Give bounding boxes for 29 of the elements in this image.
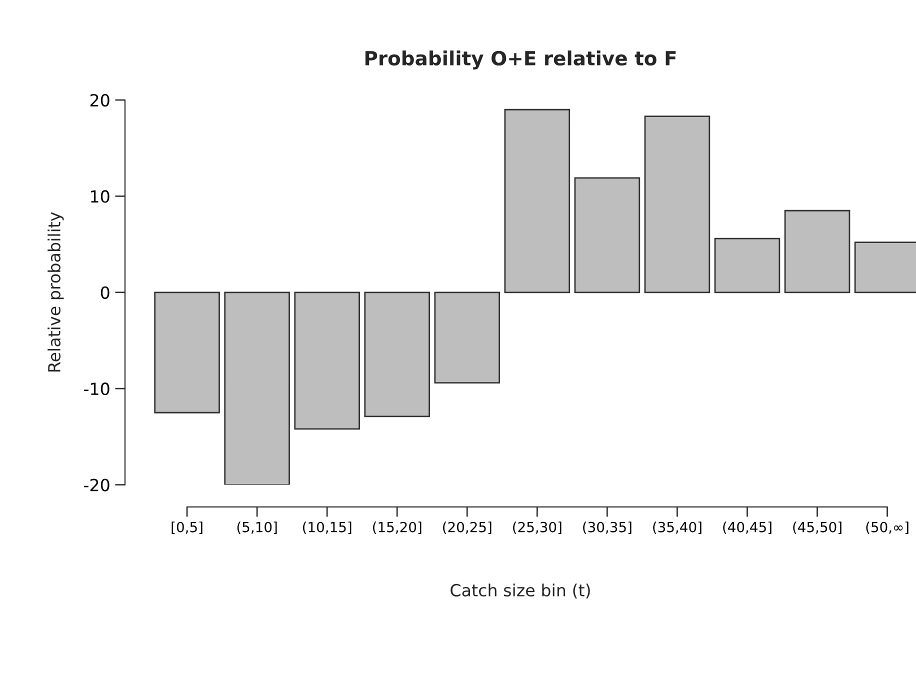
y-axis-title: Relative probability — [48, 212, 64, 372]
bar — [434, 292, 500, 384]
bar — [784, 210, 850, 294]
y-tick-label: -10 — [84, 382, 110, 396]
x-tick-label: (5,10] — [237, 522, 277, 534]
x-tick-label: (25,30] — [513, 522, 562, 534]
x-tick-label: (40,45] — [723, 522, 772, 534]
bar — [154, 292, 220, 414]
bar — [364, 292, 430, 418]
bar — [224, 292, 290, 485]
x-tick-label: (30,35] — [583, 522, 632, 534]
bar — [714, 238, 780, 294]
bar — [504, 108, 570, 294]
bar — [644, 116, 710, 294]
bar — [574, 177, 640, 294]
x-tick-label: (50,∞] — [866, 522, 908, 534]
x-axis-title: Catch size bin (t) — [450, 584, 590, 598]
x-tick-label: (20,25] — [443, 522, 492, 534]
x-tick-label: (35,40] — [653, 522, 702, 534]
x-tick-label: (45,50] — [793, 522, 842, 534]
x-tick-label: (10,15] — [302, 522, 352, 534]
chart-title: Probability O+E relative to F — [365, 50, 676, 70]
x-tick-label: (15,20] — [373, 522, 422, 534]
y-tick-label: 10 — [91, 190, 110, 203]
y-tick-label: 20 — [90, 94, 110, 107]
x-tick-label: [0,5] — [172, 522, 202, 534]
y-tick-label: 0 — [100, 286, 110, 299]
bar — [294, 292, 360, 430]
y-tick-label: -20 — [84, 478, 110, 492]
